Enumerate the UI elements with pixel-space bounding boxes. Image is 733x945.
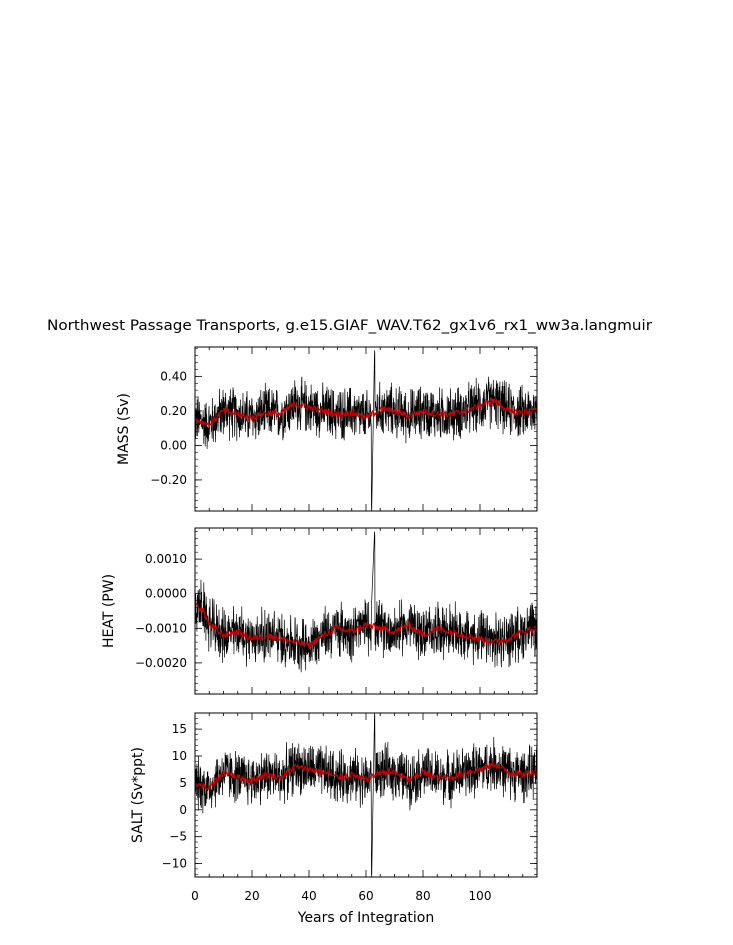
heat-smoothed-series-line: [194, 600, 538, 649]
heat-y-axis-label: HEAT (PW): [101, 574, 117, 648]
mass-raw-series-line: [194, 350, 538, 512]
mass-y-axis-label: MASS (Sv): [116, 393, 132, 465]
heat-raw-series-line: [194, 531, 538, 673]
x-axis-label: Years of Integration: [297, 910, 434, 926]
salt-smoothed-series-line: [194, 761, 538, 792]
salt-marks: [194, 712, 538, 878]
x-tick-label: 100: [469, 889, 492, 903]
heat-y-tick-label: 0.0010: [145, 552, 187, 566]
salt-y-tick-label: 0: [179, 803, 187, 817]
salt-panel: 0 20 40 60 80 100 −10 −5 0 5 10 15 SALT (Sv*ppt): [130, 712, 538, 903]
mass-plot-frame: [194, 346, 538, 512]
heat-y-tick-label: −0.0020: [135, 656, 187, 670]
salt-raw-series-line: [194, 712, 538, 878]
mass-y-tick-label: 0.00: [160, 438, 187, 452]
heat-y-tick-label: −0.0010: [135, 621, 187, 635]
mass-y-tick-label: −0.20: [150, 473, 187, 487]
mass-ticks: −0.20 0.00 0.20 0.40: [150, 347, 538, 511]
mass-y-tick-label: 0.20: [160, 404, 187, 418]
mass-y-tick-label: 0.40: [160, 369, 187, 383]
mass-smoothed-series-line: [194, 398, 538, 428]
salt-ticks: 0 20 40 60 80 100 −10 −5 0 5 10 15: [162, 712, 538, 903]
x-tick-label: 20: [244, 889, 259, 903]
x-tick-label: 0: [191, 889, 199, 903]
salt-y-tick-label: 15: [172, 722, 187, 736]
mass-panel: −0.20 0.00 0.20 0.40 MASS (Sv): [116, 346, 538, 512]
mass-marks: [194, 350, 538, 512]
salt-y-tick-label: −5: [169, 830, 187, 844]
salt-y-tick-label: 5: [179, 776, 187, 790]
heat-ticks: −0.0020 −0.0010 0.0000 0.0010: [135, 528, 538, 694]
salt-y-tick-label: 10: [172, 749, 187, 763]
x-tick-label: 40: [301, 889, 316, 903]
salt-y-tick-label: −10: [162, 857, 187, 871]
heat-marks: [194, 531, 538, 673]
chart-title: Northwest Passage Transports, g.e15.GIAF…: [47, 318, 652, 334]
salt-y-axis-label: SALT (Sv*ppt): [130, 747, 146, 843]
heat-y-tick-label: 0.0000: [145, 587, 187, 601]
x-tick-label: 60: [358, 889, 373, 903]
salt-plot-frame: [194, 712, 538, 878]
x-tick-label: 80: [415, 889, 430, 903]
heat-panel: −0.0020 −0.0010 0.0000 0.0010 HEAT (PW): [101, 527, 538, 695]
